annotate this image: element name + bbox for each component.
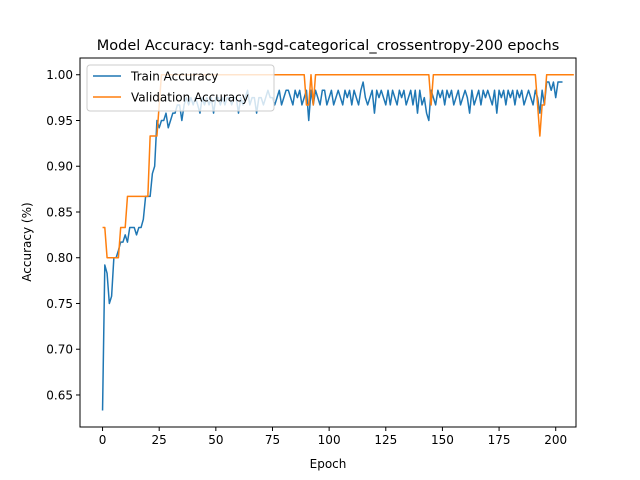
x-axis: 0 25 50 75 100 125 150 175 200: [99, 427, 567, 447]
y-axis-label: Accuracy (%): [20, 202, 34, 281]
chart-title: Model Accuracy: tanh-sgd-categorical_cro…: [97, 38, 560, 54]
y-tick-label: 0.90: [46, 160, 73, 174]
legend-label-validation-accuracy: Validation Accuracy: [131, 91, 249, 105]
x-tick-label: 100: [318, 433, 341, 447]
x-tick-label: 25: [152, 433, 167, 447]
x-tick-label: 50: [208, 433, 223, 447]
series-line-train-accuracy: [101, 81, 563, 411]
x-tick-label: 125: [374, 433, 397, 447]
x-tick-label: 75: [265, 433, 280, 447]
x-tick-label: 200: [544, 433, 567, 447]
legend-box: [86, 64, 275, 112]
y-tick-label: 0.65: [46, 388, 73, 402]
y-axis: 0.65 0.70 0.75 0.80 0.85 0.90 0.95 1.00: [46, 68, 80, 402]
y-tick-label: 0.95: [46, 114, 73, 128]
y-tick-label: 0.75: [46, 297, 73, 311]
x-axis-label: Epoch: [310, 457, 347, 471]
y-tick-label: 0.85: [46, 205, 73, 219]
legend-label-train-accuracy: Train Accuracy: [130, 70, 218, 84]
series-layer: [101, 73, 574, 411]
y-tick-label: 0.80: [46, 251, 73, 265]
x-tick-label: 150: [431, 433, 454, 447]
y-tick-label: 1.00: [46, 68, 73, 82]
legend: Train Accuracy Validation Accuracy: [86, 64, 275, 112]
x-tick-label: 175: [488, 433, 511, 447]
plot-frame: [79, 57, 577, 428]
y-tick-label: 0.70: [46, 343, 73, 357]
x-tick-label: 0: [99, 433, 107, 447]
